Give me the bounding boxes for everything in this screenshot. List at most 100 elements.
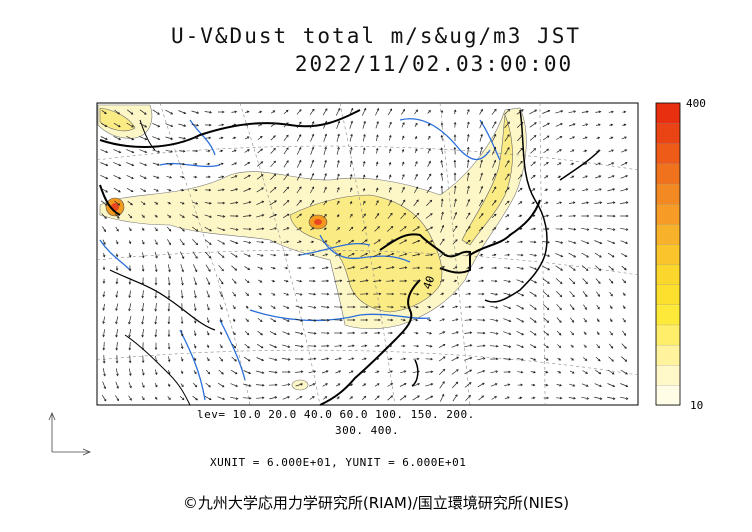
wind-arrow-head [102,361,106,364]
wind-arrow-head [181,201,185,205]
wind-arrow-head [389,186,392,190]
wind-arrow-head [154,269,158,273]
wind-arrow [141,303,145,311]
wind-arrow-head [141,282,145,286]
wind-arrow-head [339,331,343,335]
wind-arrow [414,109,418,115]
wind-arrow [139,149,147,153]
wind-arrow-head [352,253,355,256]
wind-arrow [308,383,316,387]
wind-arrow [478,213,484,219]
wind-arrow-head [573,227,577,231]
wind-arrow-head [613,214,616,218]
wind-arrow-head [350,133,353,137]
wind-arrow-head [115,308,118,312]
wind-arrow-head [467,108,470,112]
wind-arrow [194,303,196,311]
wind-arrow-head [262,383,265,387]
wind-arrow-head [610,281,614,284]
wind-arrow-head [154,308,157,312]
wind-arrow [296,240,302,244]
contour-label: 40 [421,274,438,291]
wind-arrow [308,305,316,309]
wind-arrow [271,110,275,114]
wind-arrow-head [129,228,132,232]
wind-arrow-head [182,229,185,232]
wind-arrow [479,173,483,181]
wind-arrow-head [547,294,550,298]
wind-arrow [620,396,628,400]
wind-arrow-head [389,344,393,348]
wind-arrow-head [324,146,327,150]
wind-arrow [256,174,264,180]
wind-arrow-head [482,318,486,322]
wind-arrow [582,123,588,127]
wind-arrow-head [493,199,497,203]
wind-arrow-head [167,371,171,375]
wind-arrow-head [599,255,602,258]
wind-arrow-head [453,185,457,188]
wind-arrow-head [572,201,576,205]
wind-arrow-head [466,159,470,163]
wind-arrow [139,136,147,140]
wind-arrow [153,188,159,192]
wind-arrow [543,215,549,217]
wind-arrow-head [208,188,212,192]
wind-arrow-head [116,386,119,389]
wind-arrow-head [195,242,199,246]
wind-arrow-head [301,357,304,361]
wind-arrow-head [584,358,588,361]
wind-arrow-head [428,135,431,139]
wind-arrow [257,161,263,167]
wind-arrow-head [167,359,171,363]
wind-arrow-head [157,137,161,141]
wind-arrow-head [586,241,590,245]
wind-arrow [465,293,471,295]
wind-arrow-head [375,174,379,178]
wind-arrow [309,396,315,400]
wind-arrow [115,329,119,337]
wind-arrow-head [195,256,198,259]
wind-arrow-head [131,150,135,154]
wind-arrow [386,239,394,245]
wind-arrow-head [259,306,263,309]
wind-arrow-head [532,188,536,191]
wind-arrow-head [417,266,421,270]
wind-arrow [244,279,250,283]
wind-arrow-head [300,383,304,386]
wind-arrow-head [287,396,290,399]
wind-arrow-head [441,211,444,215]
wind-arrow-head [546,214,550,218]
wind-arrow [492,147,496,155]
wind-arrow-head [612,254,615,258]
wind-arrow-head [469,356,473,360]
wind-arrow [490,318,498,322]
wind-arrow-head [340,318,343,322]
wind-arrow [608,265,614,271]
wind-arrow [167,214,171,218]
wind-arrow-head [494,383,498,386]
wind-arrow [230,202,238,204]
wind-arrow-head [274,358,278,361]
wind-arrow [477,357,485,361]
wind-arrow [529,291,537,297]
wind-arrow [142,329,144,337]
wind-arrow-head [299,199,302,203]
wind-arrow-head [312,108,315,112]
wind-arrow [569,383,575,387]
wind-arrow-head [456,356,459,360]
wind-arrow [336,160,340,168]
wind-arrow-head [103,242,106,245]
wind-arrow-head [115,348,119,351]
wind-arrow [129,290,131,298]
wind-arrow-head [456,343,460,347]
wind-arrow-head [209,123,212,127]
wind-arrow-head [494,108,497,112]
wind-arrow-head [598,268,602,271]
wind-arrow-head [481,279,485,283]
wind-arrow-head [547,227,550,231]
wind-arrow-head [482,305,485,309]
wind-arrow [334,345,342,347]
wind-arrow-head [155,372,158,376]
wind-arrow-head [168,228,172,232]
